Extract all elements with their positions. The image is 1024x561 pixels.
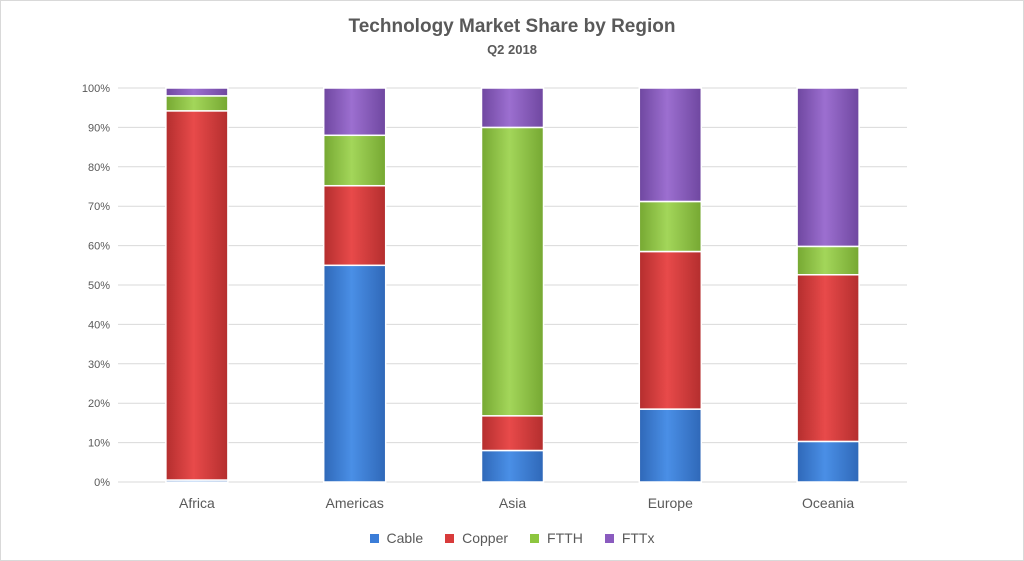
bar-copper-africa [165, 110, 229, 481]
bar-ftth-americas [322, 134, 387, 187]
y-tick-label: 80% [88, 162, 110, 174]
legend: Cable Copper FTTH FTTx [0, 530, 1024, 546]
bar-copper-asia [480, 415, 545, 452]
y-tick-label: 20% [88, 398, 110, 410]
y-tick-label: 60% [88, 241, 110, 253]
bar-fttx-africa [165, 87, 229, 97]
y-tick-label: 0% [94, 477, 110, 489]
legend-item-cable: Cable [369, 530, 424, 546]
x-category-label: Americas [326, 495, 384, 511]
legend-label: FTTx [621, 530, 655, 546]
legend-label: Copper [462, 530, 509, 546]
bar-copper-americas [322, 184, 387, 267]
bar-copper-europe [638, 250, 703, 410]
legend-item-ftth: FTTH [530, 530, 583, 546]
bar-copper-oceania [796, 274, 860, 443]
y-tick-label: 10% [88, 438, 110, 450]
x-category-label: Oceania [802, 495, 854, 511]
bar-ftth-europe [638, 200, 703, 253]
legend-swatch [604, 533, 614, 543]
bar-fttx-americas [322, 87, 387, 137]
legend-swatch [445, 533, 455, 543]
legend-label: Cable [386, 530, 424, 546]
y-tick-label: 90% [88, 122, 110, 134]
legend-label: FTTH [547, 530, 583, 546]
chart-title: Technology Market Share by Region [348, 16, 676, 37]
y-tick-label: 40% [88, 319, 110, 331]
bar-ftth-oceania [796, 245, 860, 276]
bar-cable-europe [638, 408, 703, 483]
x-category-label: Asia [499, 495, 526, 511]
legend-item-fttx: FTTx [604, 530, 655, 546]
legend-swatch [530, 533, 540, 543]
bar-cable-asia [480, 449, 545, 483]
bar-fttx-oceania [796, 87, 860, 248]
chart-subtitle: Q2 2018 [487, 42, 537, 57]
x-category-label: Europe [648, 495, 693, 511]
bar-fttx-europe [638, 87, 703, 203]
y-tick-label: 30% [88, 359, 110, 371]
bar-fttx-asia [480, 87, 545, 129]
x-category-label: Africa [179, 495, 215, 511]
bar-cable-oceania [796, 440, 860, 483]
y-tick-label: 50% [88, 280, 110, 292]
y-tick-label: 100% [82, 83, 110, 95]
bar-ftth-africa [165, 95, 229, 112]
y-tick-label: 70% [88, 201, 110, 213]
bar-ftth-asia [480, 126, 545, 417]
bar-cable-americas [322, 264, 387, 483]
legend-item-copper: Copper [445, 530, 508, 546]
legend-swatch [369, 533, 379, 543]
